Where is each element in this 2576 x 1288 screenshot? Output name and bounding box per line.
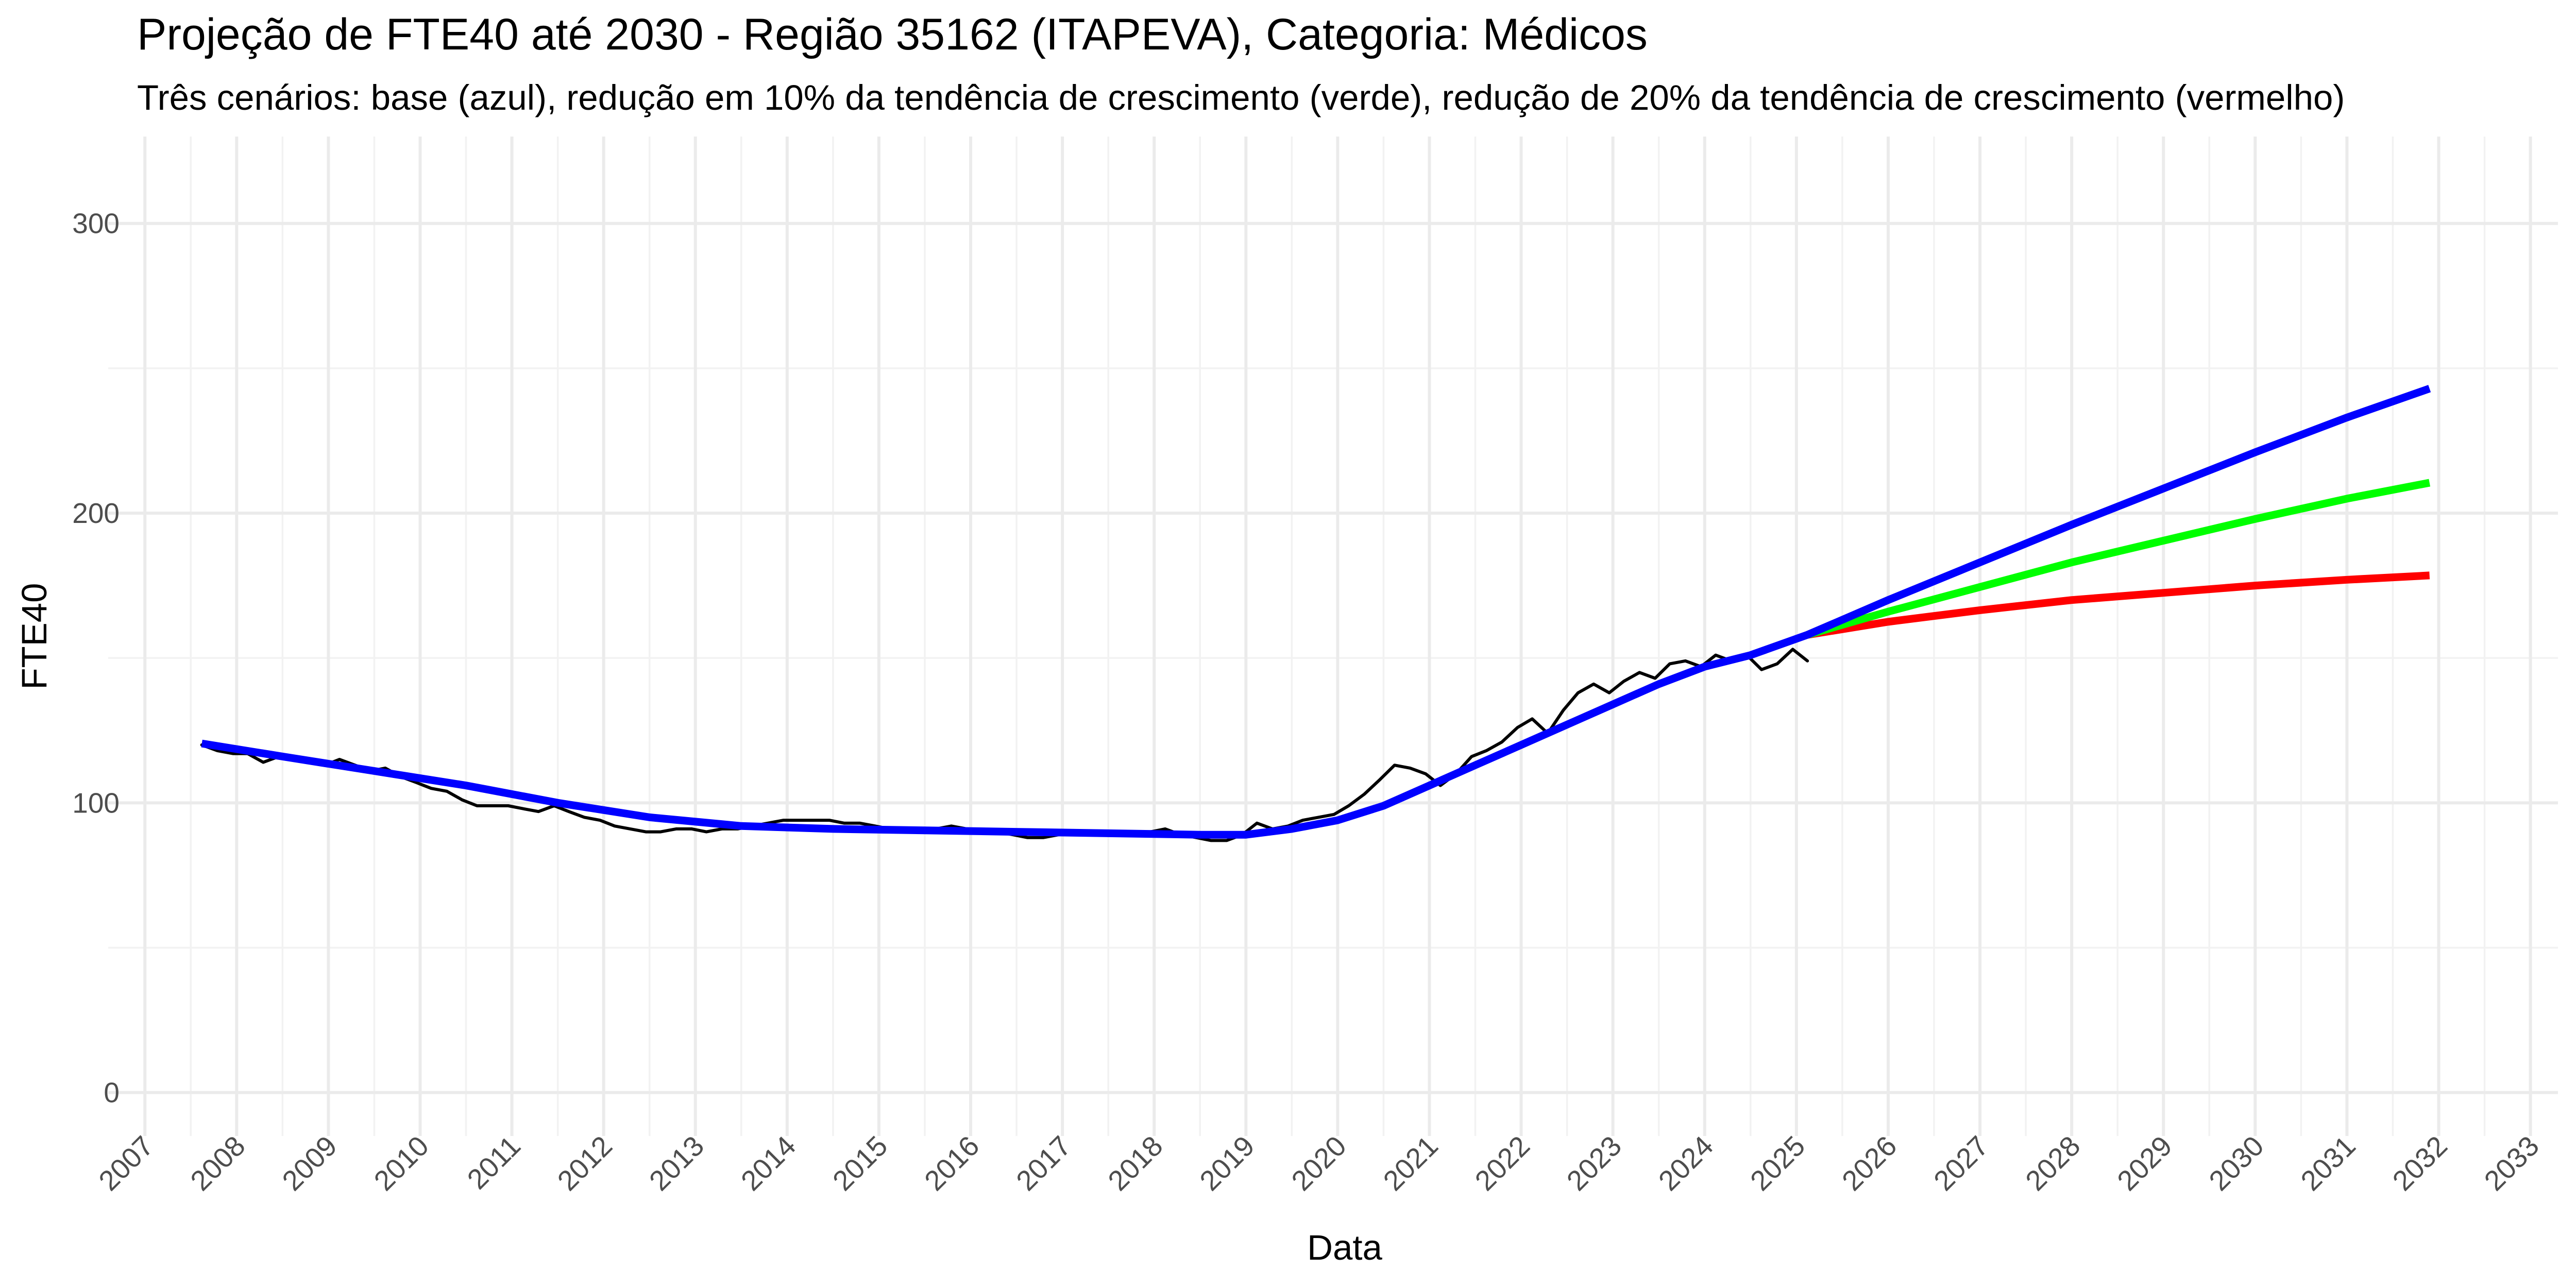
grid-layer xyxy=(108,137,2558,1136)
y-tick-label: 300 xyxy=(72,208,120,240)
y-axis-title: FTE40 xyxy=(14,583,54,689)
y-tick-label: 0 xyxy=(104,1077,120,1109)
y-tick-label: 200 xyxy=(72,497,120,529)
chart-title: Projeção de FTE40 até 2030 - Região 3516… xyxy=(137,10,1648,59)
y-tick-label: 100 xyxy=(72,787,120,819)
series-layer xyxy=(200,385,2431,842)
y-axis-ticks: 0 100 200 300 xyxy=(72,208,120,1109)
series-reduction-20-line xyxy=(1807,571,2430,639)
series-reduction-10-line xyxy=(1806,479,2431,639)
series-base-line xyxy=(201,385,2431,839)
chart-subtitle: Três cenários: base (azul), redução em 1… xyxy=(137,78,2345,117)
x-axis-title: Data xyxy=(1307,1228,1382,1267)
